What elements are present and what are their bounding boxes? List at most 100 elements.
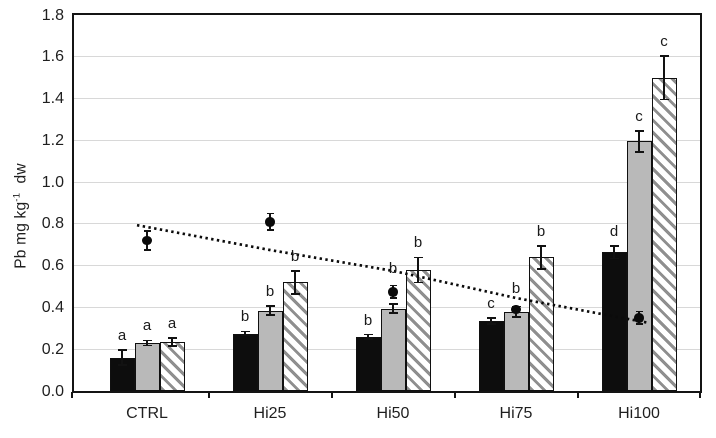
y-tick-label: 1.2 <box>41 131 64 149</box>
significance-letter: a <box>142 317 152 335</box>
x-axis-tick <box>330 392 333 398</box>
bar-black-bars <box>232 333 258 391</box>
error-bar-cap <box>659 54 669 57</box>
error-bar-line <box>540 245 542 269</box>
x-axis-tick <box>453 392 456 398</box>
error-bar-line <box>121 350 123 365</box>
error-bar-cap <box>659 98 669 101</box>
error-bar-cap <box>413 281 423 284</box>
error-bar-cap <box>167 336 177 339</box>
y-axis-title-exponent: -1 <box>11 192 23 202</box>
error-bar-line <box>638 130 640 152</box>
x-axis-tick <box>576 392 579 398</box>
error-bar-line <box>294 270 296 294</box>
error-bar-cap <box>609 257 619 260</box>
error-bar-cap <box>143 230 151 232</box>
y-tick-label: 1.6 <box>41 48 64 66</box>
error-bar-cap <box>266 212 274 215</box>
significance-letter: b <box>413 234 423 252</box>
error-bar-cap <box>388 303 398 305</box>
error-bar-cap <box>240 330 250 333</box>
error-bar-cap <box>290 270 300 272</box>
significance-letter: b <box>511 280 521 298</box>
bar-hatched-bars <box>651 77 677 391</box>
bar-black-bars <box>478 321 504 391</box>
y-tick-label: 0.8 <box>41 215 64 233</box>
x-axis-tick <box>71 392 73 398</box>
bar-gray-bars <box>257 310 283 391</box>
error-bar-cap <box>634 151 644 153</box>
significance-letter: b <box>265 282 275 300</box>
error-bar-cap <box>536 245 546 247</box>
bar-hatched-bars <box>282 282 308 391</box>
error-bar-line <box>663 55 665 100</box>
y-tick-label: 1.0 <box>41 173 64 191</box>
error-bar-cap <box>389 297 397 299</box>
error-bar-cap <box>486 323 496 325</box>
significance-letter: b <box>388 259 398 277</box>
x-axis-tick <box>207 392 210 398</box>
error-bar-cap <box>117 349 127 352</box>
bar-gray-bars <box>503 311 529 391</box>
error-bar-cap <box>635 323 643 325</box>
significance-letter: a <box>117 327 127 345</box>
x-tick-label: Hi25 <box>253 405 287 422</box>
error-bar-cap <box>240 334 250 337</box>
error-bar-cap <box>363 337 373 340</box>
error-bar-line <box>244 331 246 336</box>
error-bar-cap <box>363 333 373 336</box>
error-bar-cap <box>388 312 398 314</box>
significance-letter: c <box>635 107 643 125</box>
data-point-dot <box>634 313 644 323</box>
error-bar-cap <box>266 229 274 231</box>
error-bar-cap <box>117 364 127 366</box>
error-bar-cap <box>609 245 619 247</box>
y-tick-label: 0.6 <box>41 257 64 275</box>
bar-gray-bars <box>626 141 652 391</box>
bar-gray-bars <box>380 308 406 391</box>
y-tick-label: 0.2 <box>41 340 64 358</box>
bar-black-bars <box>601 252 627 391</box>
significance-letter: d <box>609 222 619 240</box>
significance-letter: b <box>290 247 300 265</box>
y-tick-label: 0.4 <box>41 298 64 316</box>
error-bar-cap <box>511 316 521 318</box>
data-point-dot <box>511 304 521 315</box>
error-bar-cap <box>143 249 151 251</box>
gridline <box>74 56 700 58</box>
data-point-dot <box>142 235 152 246</box>
error-bar-cap <box>265 314 275 316</box>
y-tick-label: 1.8 <box>41 6 64 24</box>
x-axis-tick <box>699 392 701 398</box>
error-bar-cap <box>167 345 177 347</box>
significance-letter: c <box>487 294 495 312</box>
significance-letter: a <box>167 314 177 332</box>
error-bar-cap <box>536 268 546 270</box>
bar-black-bars <box>109 357 135 391</box>
error-bar-cap <box>634 130 644 132</box>
error-bar-cap <box>142 339 152 342</box>
data-point-dot <box>265 217 275 227</box>
error-bar-line <box>417 257 419 283</box>
gridline <box>74 139 700 141</box>
bar-hatched-bars <box>159 341 185 391</box>
significance-letter: b <box>363 311 373 329</box>
gridline <box>74 181 700 183</box>
x-tick-label: Hi75 <box>499 405 533 422</box>
error-bar-cap <box>265 305 275 307</box>
error-bar-line <box>613 245 615 259</box>
bar-black-bars <box>355 336 381 391</box>
y-tick-label: 0.0 <box>41 382 64 400</box>
bar-gray-bars <box>134 342 160 391</box>
significance-letter: b <box>536 222 546 240</box>
y-tick-label: 1.4 <box>41 90 64 108</box>
error-bar-cap <box>413 256 423 259</box>
data-point-dot <box>388 287 398 297</box>
error-bar-line <box>146 340 148 346</box>
x-tick-label: Hi100 <box>618 405 660 422</box>
bar-hatched-bars <box>528 257 554 391</box>
x-tick-label: CTRL <box>126 405 168 422</box>
significance-letter: b <box>240 308 250 326</box>
